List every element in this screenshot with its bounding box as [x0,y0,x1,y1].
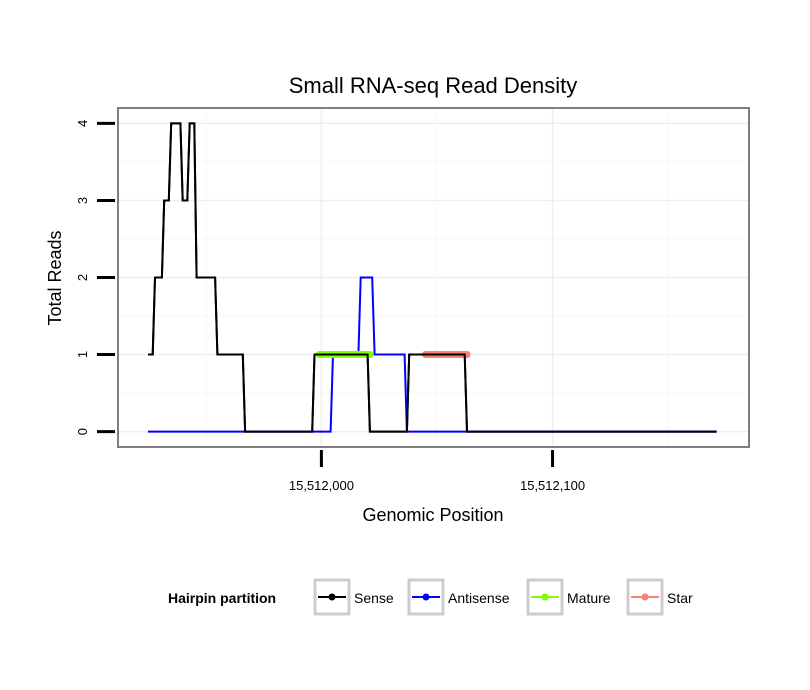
chart-title: Small RNA-seq Read Density [289,73,578,98]
series-line-sense-overlay [148,122,717,433]
series-line-antisense [148,276,717,433]
x-axis: 15,512,000 15,512,100 [289,450,585,493]
legend-key-dot-antisense [422,593,430,601]
y-tick-label-0: 0 [75,428,90,435]
legend-key-dot-sense [328,593,336,601]
x-tick-label-1: 15,512,100 [520,478,585,493]
legend-label-star: Star [667,590,693,606]
legend-key-dot-star [641,593,649,601]
legend-title: Hairpin partition [168,590,276,606]
data-series [148,122,717,433]
legend-label-sense: Sense [354,590,394,606]
x-tick-label-0: 15,512,000 [289,478,354,493]
y-tick-label-1: 1 [75,351,90,358]
legend: Hairpin partition Sense Antisense Mature St… [168,578,693,616]
y-tick-label-4: 4 [75,120,90,127]
y-tick-label-2: 2 [75,274,90,281]
legend-label-antisense: Antisense [448,590,510,606]
legend-key-dot-mature [541,593,549,601]
legend-label-mature: Mature [567,590,611,606]
y-tick-label-3: 3 [75,197,90,204]
y-axis-title: Total Reads [45,230,65,325]
y-axis: 0 1 2 3 4 [75,120,115,435]
plot-border [117,107,750,448]
x-axis-title: Genomic Position [362,505,503,525]
